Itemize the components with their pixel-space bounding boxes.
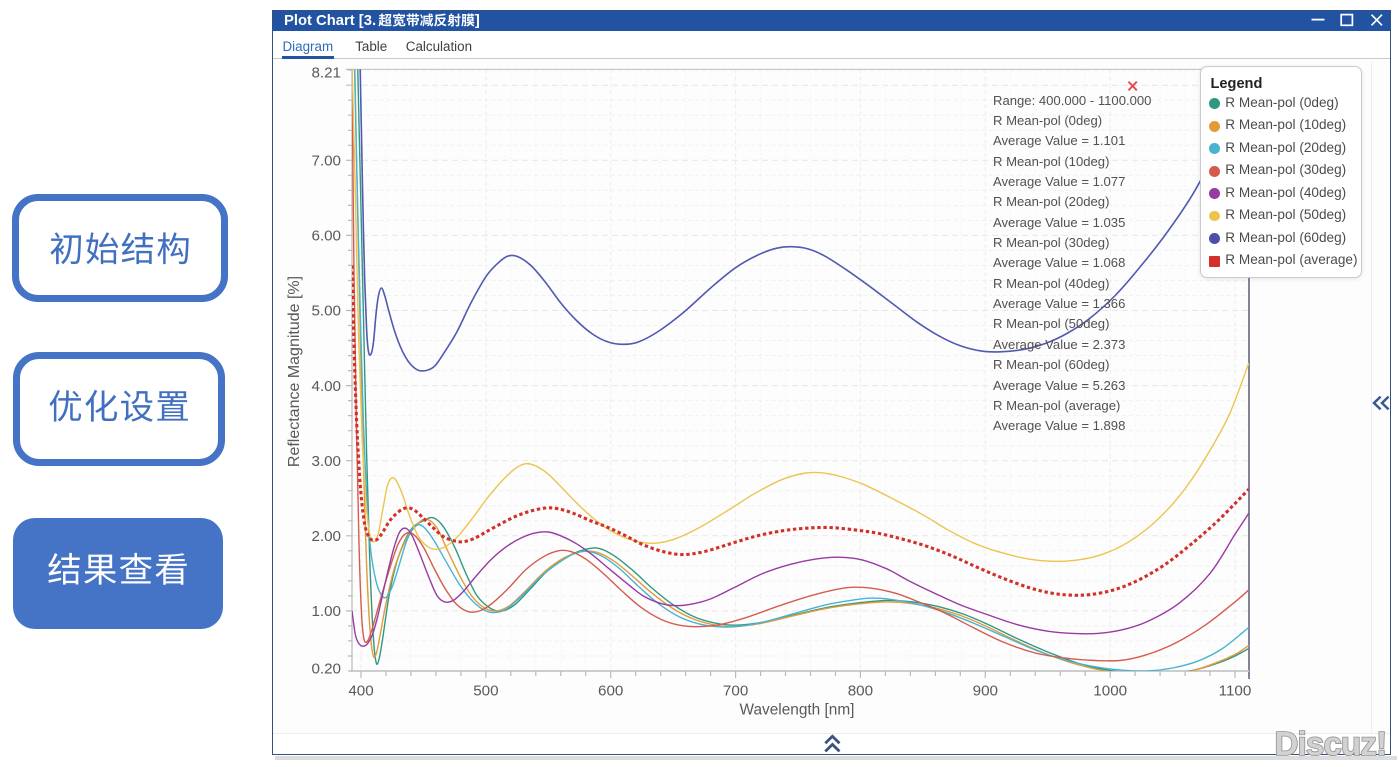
svg-text:7.00: 7.00 bbox=[311, 153, 341, 170]
svg-text:Discuz!: Discuz! bbox=[1275, 725, 1387, 760]
svg-text:5.00: 5.00 bbox=[311, 303, 341, 320]
svg-text:4.00: 4.00 bbox=[311, 378, 341, 395]
svg-text:400: 400 bbox=[348, 683, 373, 700]
svg-text:]: ] bbox=[474, 13, 479, 29]
svg-text:900: 900 bbox=[973, 683, 998, 700]
svg-text:Wavelength [nm]: Wavelength [nm] bbox=[740, 702, 855, 719]
svg-text:Plot Chart [3.: Plot Chart [3. bbox=[284, 13, 376, 29]
svg-text:500: 500 bbox=[473, 683, 498, 700]
svg-text:0.20: 0.20 bbox=[311, 661, 341, 678]
svg-text:600: 600 bbox=[598, 683, 623, 700]
svg-text:1100: 1100 bbox=[1219, 683, 1252, 700]
svg-text:3.00: 3.00 bbox=[311, 453, 341, 470]
svg-text:6.00: 6.00 bbox=[311, 228, 341, 245]
svg-text:800: 800 bbox=[848, 683, 873, 700]
svg-text:700: 700 bbox=[723, 683, 748, 700]
svg-text:8.21: 8.21 bbox=[311, 65, 341, 82]
svg-text:2.00: 2.00 bbox=[311, 528, 341, 545]
svg-text:1000: 1000 bbox=[1093, 683, 1127, 700]
svg-text:1.00: 1.00 bbox=[311, 603, 341, 620]
svg-text:Reflectance Magnitude [%]: Reflectance Magnitude [%] bbox=[286, 276, 303, 467]
